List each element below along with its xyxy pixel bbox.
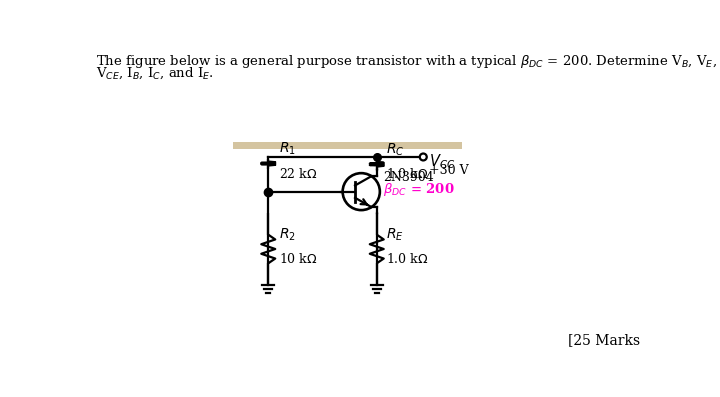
Text: $R_1$: $R_1$ (279, 141, 296, 157)
Text: [25 Marks: [25 Marks (568, 333, 640, 347)
Text: $R_C$: $R_C$ (386, 142, 405, 158)
Text: 2N3904: 2N3904 (383, 171, 433, 184)
Text: 1.0 k$\Omega$: 1.0 k$\Omega$ (386, 168, 428, 181)
FancyBboxPatch shape (233, 142, 462, 149)
Text: 1.0 k$\Omega$: 1.0 k$\Omega$ (386, 252, 428, 266)
Text: +30 V: +30 V (429, 164, 469, 177)
Text: $R_E$: $R_E$ (386, 226, 404, 243)
Text: V$_{CE}$, I$_B$, I$_C$, and I$_E$.: V$_{CE}$, I$_B$, I$_C$, and I$_E$. (96, 66, 214, 81)
Text: $\beta_{DC}$ = 200: $\beta_{DC}$ = 200 (383, 181, 455, 198)
Text: The figure below is a general purpose transistor with a typical $\beta_{DC}$ = 2: The figure below is a general purpose tr… (96, 53, 720, 70)
Text: 22 k$\Omega$: 22 k$\Omega$ (279, 167, 318, 181)
Text: $R_2$: $R_2$ (279, 226, 296, 243)
Text: 10 k$\Omega$: 10 k$\Omega$ (279, 252, 318, 266)
Text: $V_{CC}$: $V_{CC}$ (429, 152, 456, 171)
